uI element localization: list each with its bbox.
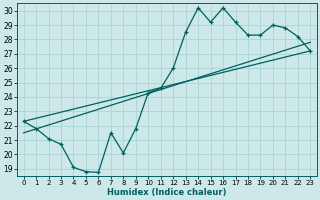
X-axis label: Humidex (Indice chaleur): Humidex (Indice chaleur): [107, 188, 227, 197]
